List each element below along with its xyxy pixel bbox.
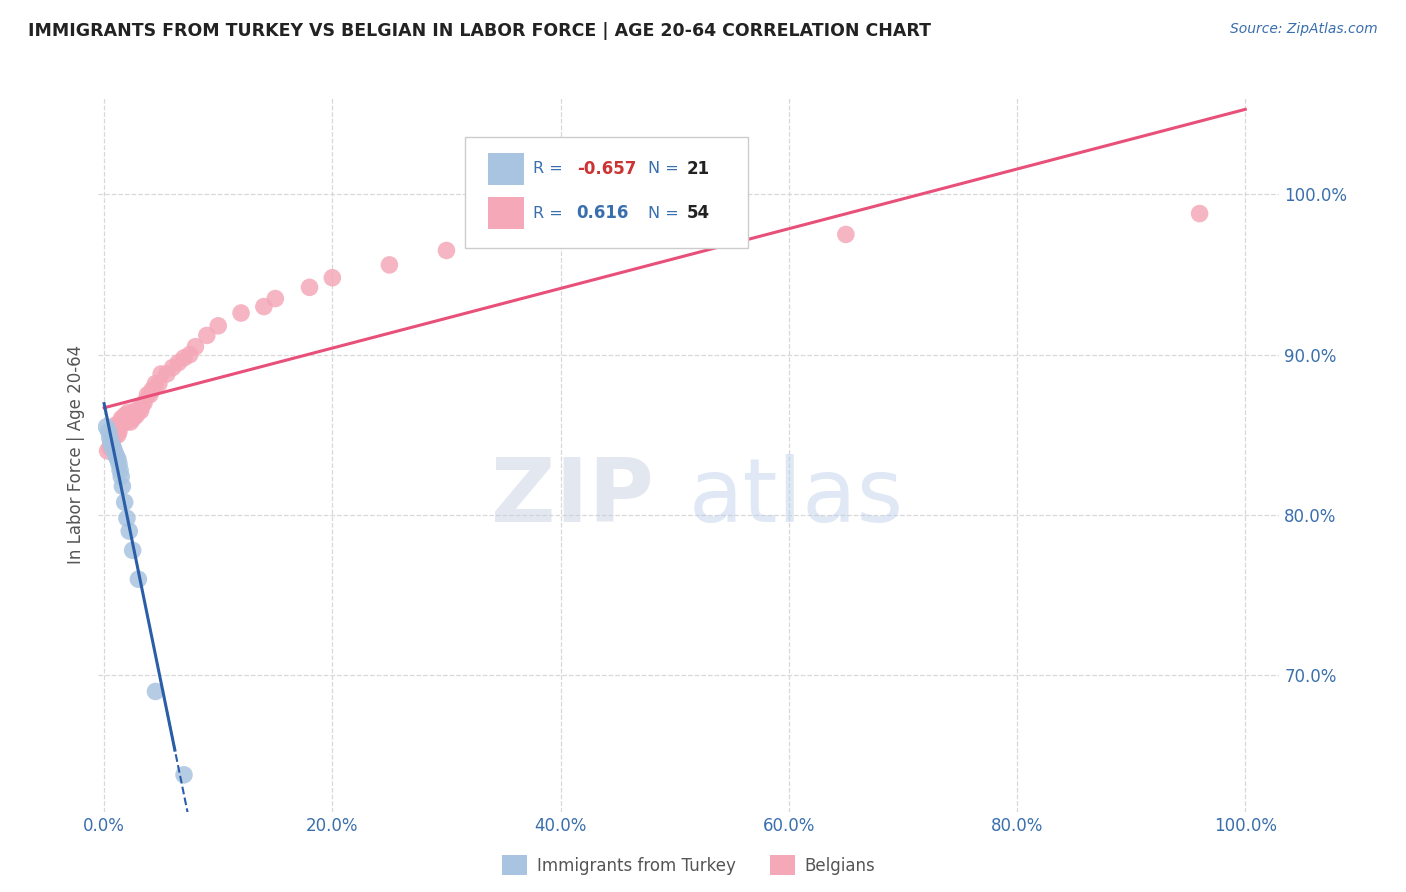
Point — [253, 300, 276, 314]
Point — [124, 404, 146, 418]
Point — [115, 412, 138, 426]
Text: R =: R = — [533, 161, 568, 177]
Legend: Immigrants from Turkey, Belgians: Immigrants from Turkey, Belgians — [496, 848, 882, 882]
Text: 0.616: 0.616 — [576, 204, 628, 222]
Point — [104, 418, 127, 433]
FancyBboxPatch shape — [464, 137, 748, 248]
Point — [107, 451, 129, 466]
Point — [110, 412, 132, 426]
Point — [118, 409, 141, 423]
Text: -0.657: -0.657 — [576, 160, 636, 178]
Point — [132, 396, 155, 410]
Text: R =: R = — [533, 206, 574, 220]
Point — [108, 457, 131, 471]
Point — [104, 428, 127, 442]
Point — [120, 415, 142, 429]
Point — [122, 409, 145, 423]
Point — [173, 351, 195, 365]
Text: IMMIGRANTS FROM TURKEY VS BELGIAN IN LABOR FORCE | AGE 20-64 CORRELATION CHART: IMMIGRANTS FROM TURKEY VS BELGIAN IN LAB… — [28, 22, 931, 40]
Point — [114, 409, 136, 423]
Point — [100, 436, 122, 450]
Point — [110, 415, 132, 429]
Text: 21: 21 — [686, 160, 710, 178]
Point — [105, 450, 128, 465]
Point — [105, 421, 128, 435]
Point — [173, 768, 195, 782]
Text: N =: N = — [648, 206, 683, 220]
Point — [121, 409, 143, 423]
Point — [115, 511, 138, 525]
Point — [96, 420, 118, 434]
Point — [195, 328, 218, 343]
Point — [378, 258, 401, 272]
Point — [104, 447, 127, 461]
Point — [121, 412, 143, 426]
Point — [108, 463, 131, 477]
Point — [118, 524, 141, 538]
FancyBboxPatch shape — [488, 197, 523, 229]
Point — [145, 376, 167, 391]
Point — [139, 388, 162, 402]
Point — [103, 441, 125, 455]
Point — [1188, 206, 1211, 220]
Point — [179, 348, 201, 362]
Text: 54: 54 — [686, 204, 710, 222]
Point — [103, 444, 125, 458]
Point — [150, 367, 173, 381]
Text: atlas: atlas — [689, 454, 904, 541]
FancyBboxPatch shape — [488, 153, 523, 185]
Point — [141, 383, 163, 397]
Point — [298, 280, 321, 294]
Point — [145, 684, 167, 698]
Point — [112, 412, 135, 426]
Point — [121, 543, 143, 558]
Point — [96, 444, 118, 458]
Point — [148, 376, 170, 391]
Point — [98, 431, 121, 445]
Text: Source: ZipAtlas.com: Source: ZipAtlas.com — [1230, 22, 1378, 37]
Point — [111, 479, 134, 493]
Point — [125, 409, 148, 423]
Point — [167, 356, 190, 370]
Point — [127, 572, 149, 586]
Point — [184, 340, 207, 354]
Point — [321, 270, 343, 285]
Point — [229, 306, 252, 320]
Point — [162, 360, 184, 375]
Point — [110, 469, 132, 483]
Point — [108, 418, 131, 433]
Point — [129, 404, 152, 418]
Point — [98, 441, 121, 455]
Point — [835, 227, 858, 242]
Point — [264, 292, 287, 306]
Point — [107, 428, 129, 442]
Point — [127, 404, 149, 418]
Point — [117, 405, 139, 419]
Point — [103, 431, 125, 445]
Point — [108, 425, 131, 439]
Text: ZIP: ZIP — [491, 454, 654, 541]
Point — [101, 439, 124, 453]
Point — [156, 367, 179, 381]
Point — [136, 388, 159, 402]
Point — [111, 415, 134, 429]
Text: N =: N = — [648, 161, 683, 177]
Point — [436, 244, 458, 258]
Point — [114, 495, 136, 509]
Point — [101, 433, 124, 447]
Point — [97, 425, 120, 439]
Point — [207, 318, 229, 333]
Point — [103, 425, 125, 439]
Point — [114, 415, 136, 429]
Point — [100, 436, 122, 450]
Y-axis label: In Labor Force | Age 20-64: In Labor Force | Age 20-64 — [66, 345, 84, 565]
Point — [131, 399, 153, 413]
